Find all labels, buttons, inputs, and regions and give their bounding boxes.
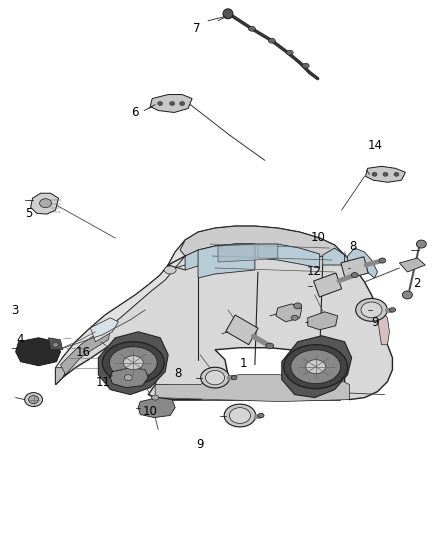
Ellipse shape xyxy=(25,393,42,407)
Polygon shape xyxy=(31,193,59,214)
Ellipse shape xyxy=(361,302,382,318)
Ellipse shape xyxy=(53,342,59,347)
Text: 11: 11 xyxy=(96,376,111,389)
Polygon shape xyxy=(348,248,378,278)
Ellipse shape xyxy=(231,376,237,379)
Polygon shape xyxy=(258,244,320,268)
Polygon shape xyxy=(314,273,342,297)
Text: 9: 9 xyxy=(196,438,204,451)
Ellipse shape xyxy=(266,343,274,349)
Text: 8: 8 xyxy=(349,240,357,253)
Polygon shape xyxy=(341,257,368,279)
Polygon shape xyxy=(282,336,352,398)
Ellipse shape xyxy=(28,395,39,403)
Polygon shape xyxy=(180,226,352,262)
Polygon shape xyxy=(218,244,278,262)
Ellipse shape xyxy=(286,50,293,55)
Text: 3: 3 xyxy=(12,304,19,317)
Text: 10: 10 xyxy=(143,405,158,417)
Polygon shape xyxy=(56,240,185,385)
Ellipse shape xyxy=(201,367,230,388)
Ellipse shape xyxy=(389,308,396,312)
Text: 14: 14 xyxy=(367,139,382,152)
Polygon shape xyxy=(90,318,118,342)
Text: 4: 4 xyxy=(16,333,24,346)
Polygon shape xyxy=(60,330,110,375)
Ellipse shape xyxy=(291,316,298,320)
Ellipse shape xyxy=(164,266,176,274)
Ellipse shape xyxy=(224,404,256,427)
Text: 5: 5 xyxy=(25,207,32,220)
Ellipse shape xyxy=(417,240,426,248)
Ellipse shape xyxy=(403,291,413,299)
Polygon shape xyxy=(150,94,192,112)
Text: 10: 10 xyxy=(311,231,325,244)
Ellipse shape xyxy=(394,172,399,176)
Ellipse shape xyxy=(383,172,388,176)
Polygon shape xyxy=(198,244,255,278)
Polygon shape xyxy=(226,315,258,345)
Ellipse shape xyxy=(124,375,132,381)
Ellipse shape xyxy=(180,101,184,106)
Ellipse shape xyxy=(291,350,341,384)
Ellipse shape xyxy=(306,360,326,374)
Ellipse shape xyxy=(268,38,276,43)
Text: 16: 16 xyxy=(76,346,91,359)
Polygon shape xyxy=(56,226,392,400)
Ellipse shape xyxy=(102,342,164,384)
Ellipse shape xyxy=(258,413,264,418)
Polygon shape xyxy=(110,368,148,387)
Text: 1: 1 xyxy=(240,357,247,370)
Polygon shape xyxy=(323,248,345,265)
Ellipse shape xyxy=(110,347,157,378)
Ellipse shape xyxy=(124,356,143,370)
Text: 8: 8 xyxy=(174,367,182,381)
Polygon shape xyxy=(49,338,63,350)
Ellipse shape xyxy=(248,26,255,31)
Text: 9: 9 xyxy=(371,316,378,329)
Ellipse shape xyxy=(294,303,302,309)
Polygon shape xyxy=(399,258,425,272)
Ellipse shape xyxy=(205,370,225,385)
Text: 7: 7 xyxy=(193,22,200,35)
Ellipse shape xyxy=(351,272,358,278)
Ellipse shape xyxy=(379,258,386,263)
Ellipse shape xyxy=(158,101,162,106)
Text: 6: 6 xyxy=(131,106,138,119)
Text: 12: 12 xyxy=(306,265,321,278)
Text: 2: 2 xyxy=(413,277,421,290)
Polygon shape xyxy=(185,244,255,270)
Ellipse shape xyxy=(152,395,159,400)
Ellipse shape xyxy=(356,298,387,321)
Polygon shape xyxy=(56,368,68,385)
Ellipse shape xyxy=(302,63,309,68)
Polygon shape xyxy=(308,312,338,330)
Ellipse shape xyxy=(284,345,348,389)
Ellipse shape xyxy=(39,199,52,208)
Polygon shape xyxy=(276,304,302,322)
Polygon shape xyxy=(16,338,60,366)
Ellipse shape xyxy=(372,172,377,176)
Ellipse shape xyxy=(230,408,251,423)
Ellipse shape xyxy=(223,9,233,19)
Polygon shape xyxy=(155,375,350,401)
Polygon shape xyxy=(138,398,175,417)
Polygon shape xyxy=(366,166,406,182)
Ellipse shape xyxy=(170,101,175,106)
Polygon shape xyxy=(99,332,168,394)
Polygon shape xyxy=(378,308,389,345)
